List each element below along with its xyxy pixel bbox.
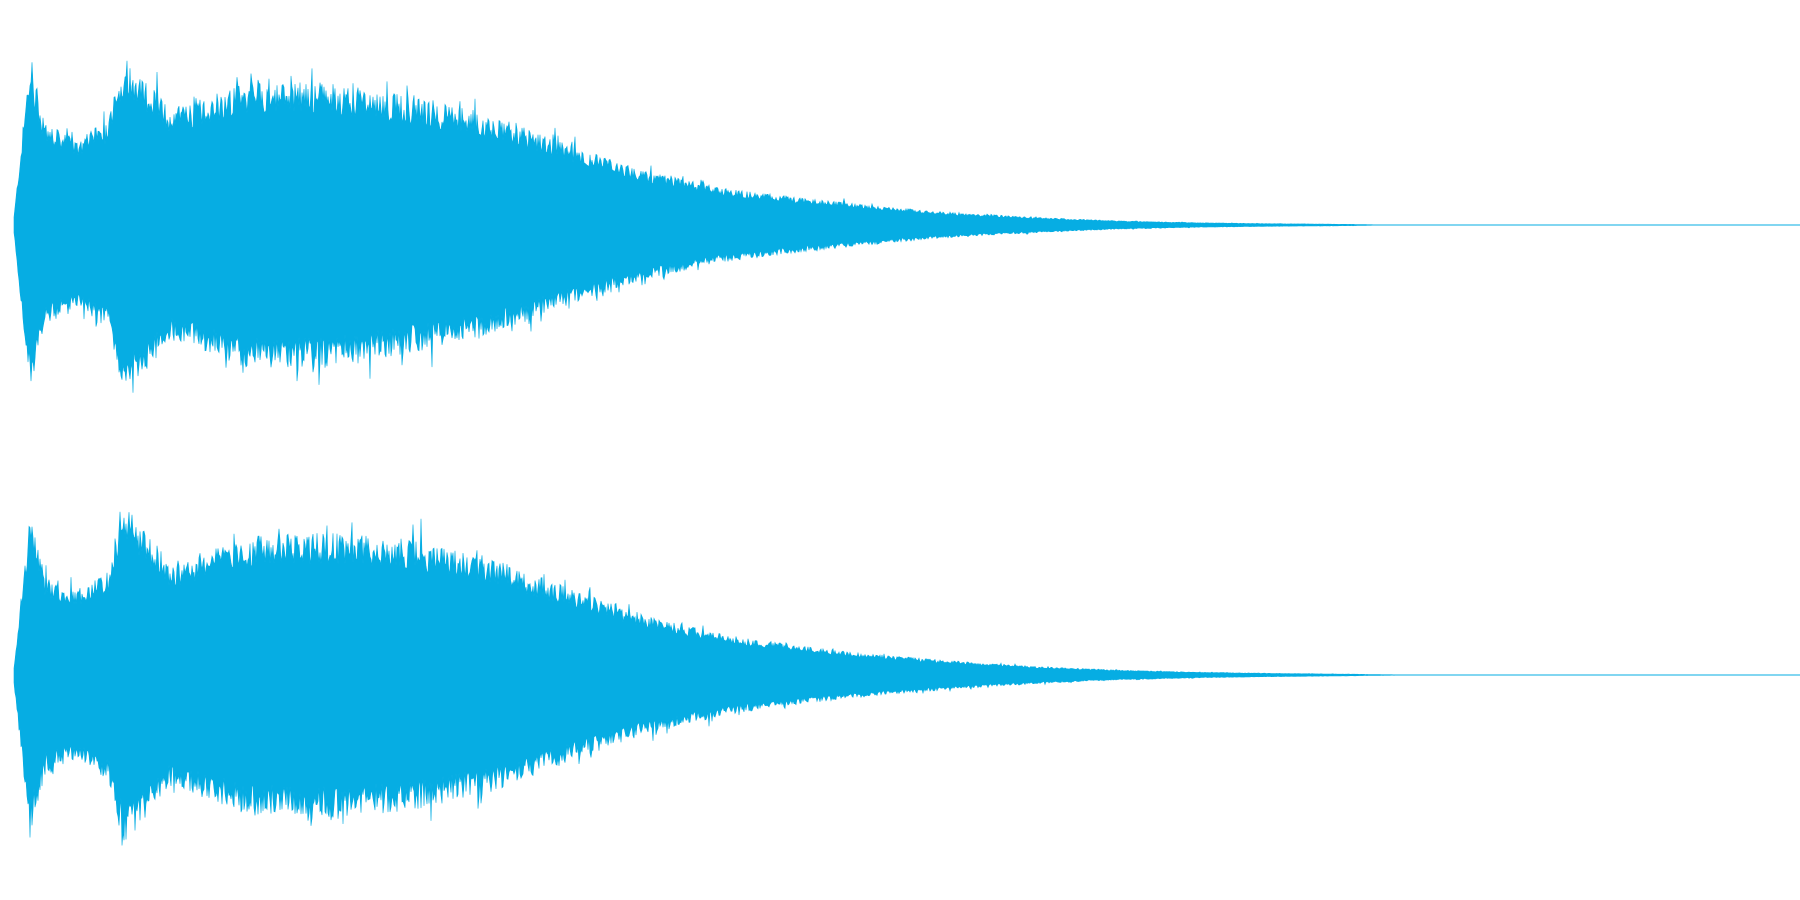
waveform-channel-right bbox=[13, 511, 1800, 846]
waveform-envelope bbox=[13, 60, 1589, 393]
waveform-channel-left bbox=[13, 60, 1800, 393]
waveform-envelope bbox=[13, 511, 1589, 846]
